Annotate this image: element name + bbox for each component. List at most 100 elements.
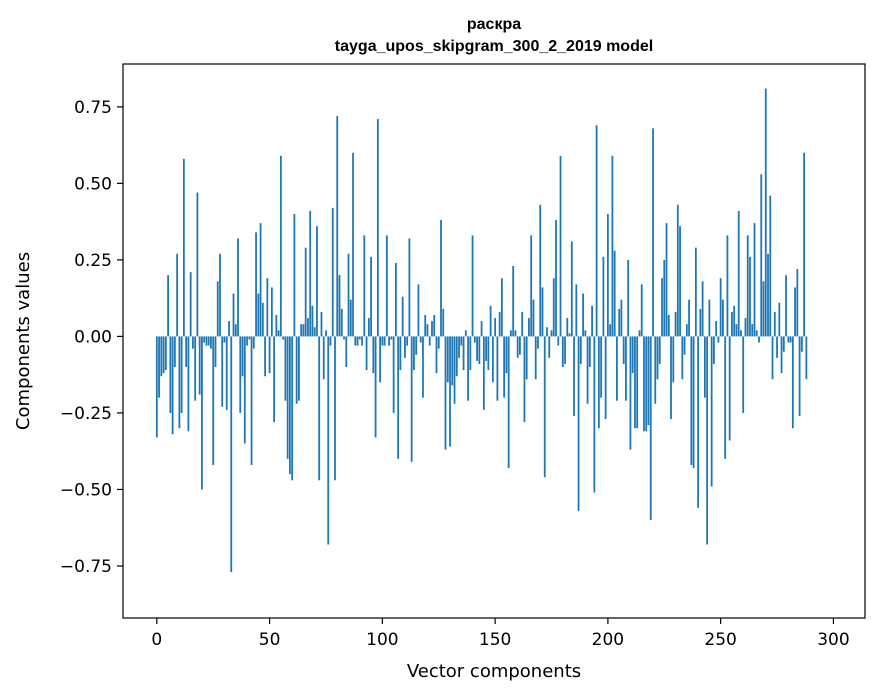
bar bbox=[681, 336, 684, 380]
bar bbox=[697, 336, 699, 508]
bar bbox=[593, 336, 596, 493]
bar bbox=[219, 253, 221, 337]
bar bbox=[320, 311, 323, 337]
bar bbox=[776, 336, 778, 358]
bar bbox=[207, 336, 210, 346]
bar bbox=[334, 336, 336, 481]
bar bbox=[167, 275, 169, 337]
bar bbox=[273, 336, 275, 423]
bar bbox=[753, 223, 756, 337]
bar bbox=[658, 336, 661, 364]
bar bbox=[611, 155, 614, 337]
bar bbox=[537, 336, 539, 349]
bar bbox=[550, 330, 553, 337]
bar bbox=[331, 207, 334, 337]
bar bbox=[194, 336, 197, 401]
bar bbox=[322, 336, 325, 380]
bar bbox=[555, 220, 557, 337]
bar bbox=[532, 299, 535, 337]
bar bbox=[243, 336, 246, 444]
bar bbox=[189, 272, 192, 337]
bar bbox=[694, 247, 697, 337]
bar bbox=[726, 235, 729, 337]
bar bbox=[503, 336, 506, 398]
bar bbox=[155, 336, 158, 438]
bar bbox=[588, 336, 591, 368]
bar bbox=[604, 336, 607, 420]
bar bbox=[742, 336, 745, 413]
bar bbox=[298, 336, 300, 401]
bar bbox=[692, 336, 695, 469]
bar bbox=[460, 336, 463, 346]
bar bbox=[773, 311, 776, 337]
bar bbox=[309, 210, 312, 337]
bar bbox=[295, 336, 298, 404]
bar bbox=[451, 336, 454, 386]
bar bbox=[327, 336, 330, 545]
bar bbox=[688, 299, 690, 337]
bar bbox=[566, 318, 569, 337]
bar bbox=[201, 336, 203, 490]
bar bbox=[343, 336, 345, 340]
bar bbox=[661, 278, 663, 337]
bar bbox=[318, 336, 321, 481]
bar bbox=[241, 336, 244, 377]
bar bbox=[239, 336, 242, 413]
bar bbox=[548, 336, 551, 358]
y-axis-label: Components values bbox=[13, 252, 34, 430]
bar bbox=[670, 336, 672, 420]
bar bbox=[568, 333, 571, 337]
bar bbox=[525, 336, 528, 380]
bar bbox=[613, 250, 616, 337]
bar bbox=[778, 302, 781, 337]
bar bbox=[476, 336, 478, 361]
bar bbox=[539, 204, 542, 337]
x-tick-label: 150 bbox=[479, 630, 511, 650]
bar bbox=[408, 238, 411, 337]
bar bbox=[182, 158, 185, 337]
bar bbox=[210, 336, 212, 349]
bar bbox=[685, 324, 688, 337]
bar bbox=[570, 241, 573, 337]
bar bbox=[352, 152, 354, 337]
bar bbox=[805, 336, 808, 380]
bar bbox=[512, 266, 515, 337]
bar bbox=[516, 336, 519, 358]
bar bbox=[510, 330, 512, 337]
bar bbox=[627, 259, 630, 337]
bar bbox=[449, 336, 451, 447]
bar bbox=[336, 116, 339, 337]
bar bbox=[482, 336, 485, 410]
x-tick-label: 100 bbox=[366, 630, 398, 650]
bar bbox=[455, 336, 458, 377]
bar bbox=[487, 336, 490, 371]
bar bbox=[559, 155, 562, 337]
bar bbox=[519, 336, 521, 355]
bar bbox=[744, 318, 747, 337]
bar bbox=[728, 336, 731, 441]
bar bbox=[413, 336, 415, 371]
bar bbox=[541, 287, 544, 337]
bar bbox=[234, 324, 237, 337]
bar bbox=[354, 336, 357, 346]
x-tick-label: 250 bbox=[704, 630, 736, 650]
bar bbox=[473, 336, 476, 343]
bar bbox=[498, 311, 501, 337]
y-tick-label: 0.75 bbox=[74, 98, 112, 118]
bar bbox=[435, 336, 438, 374]
bar bbox=[180, 336, 183, 413]
bar bbox=[370, 256, 372, 337]
bar bbox=[796, 269, 799, 337]
bar bbox=[383, 336, 386, 346]
bar bbox=[446, 336, 449, 383]
bar bbox=[683, 336, 686, 355]
bar bbox=[417, 284, 420, 337]
bar bbox=[300, 324, 303, 337]
bar bbox=[379, 336, 381, 383]
bar bbox=[185, 336, 188, 368]
bar bbox=[338, 275, 341, 337]
bar bbox=[785, 275, 787, 337]
x-tick-label: 50 bbox=[259, 630, 281, 650]
bar bbox=[160, 336, 163, 377]
